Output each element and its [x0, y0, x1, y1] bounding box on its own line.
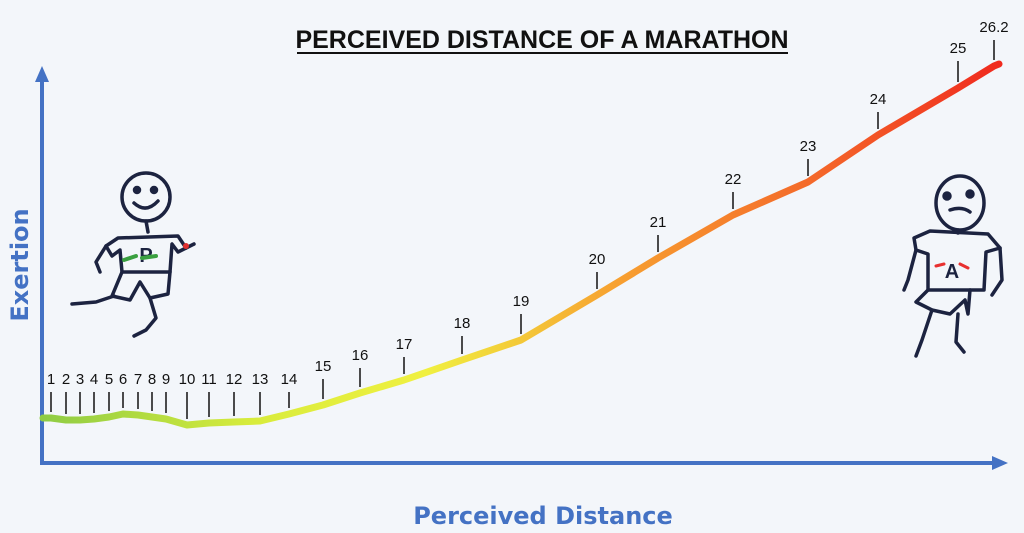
mile-marker-16: 16: [352, 347, 369, 387]
mile-label: 17: [396, 336, 413, 353]
mile-label: 23: [800, 138, 817, 155]
mile-label: 22: [725, 171, 742, 188]
chart-title: PERCEIVED DISTANCE OF A MARATHON: [295, 26, 788, 54]
mile-marker-13: 13: [252, 371, 269, 415]
mile-marker-12: 12: [226, 371, 243, 416]
exhausted-runner-figure: A: [902, 174, 1004, 358]
mile-label: 21: [650, 214, 667, 231]
mile-marker-4: 4: [90, 371, 98, 413]
mile-label: 12: [226, 371, 243, 388]
mile-label: 19: [513, 293, 530, 310]
mile-label: 26.2: [979, 19, 1008, 36]
mile-label: 1: [47, 371, 55, 388]
y-axis-label: Exertion: [6, 208, 34, 321]
mile-marker-7: 7: [134, 371, 142, 409]
mile-label: 4: [90, 371, 98, 388]
mile-label: 6: [119, 371, 127, 388]
mile-label: 11: [201, 371, 217, 388]
mile-marker-15: 15: [315, 358, 332, 399]
mile-marker-2: 2: [62, 371, 70, 414]
mile-label: 13: [252, 371, 269, 388]
mile-marker-22: 22: [725, 171, 742, 209]
x-axis-label: Perceived Distance: [413, 502, 673, 530]
mile-label: 8: [148, 371, 156, 388]
mile-label: 5: [105, 371, 113, 388]
mile-label: 9: [162, 371, 170, 388]
mile-marker-1: 1: [47, 371, 55, 412]
happy-runner-figure: P: [70, 171, 196, 338]
mile-label: 16: [352, 347, 369, 364]
mile-label: 15: [315, 358, 332, 375]
x-axis-arrow-icon: [992, 456, 1008, 470]
exertion-line: [39, 60, 1003, 429]
mile-marker-11: 11: [201, 371, 217, 417]
mile-label: 18: [454, 315, 471, 332]
mile-marker-3: 3: [76, 371, 84, 414]
mile-marker-8: 8: [148, 371, 156, 411]
mile-marker-23: 23: [800, 138, 817, 176]
mile-label: 25: [950, 40, 967, 57]
mile-marker-9: 9: [162, 371, 170, 413]
mile-markers: 1 2 3 4 5 6 7 8 9 10 11 12 13 14151617181920212223242…: [47, 19, 1009, 419]
mile-marker-19: 19: [513, 293, 530, 334]
mile-label: 20: [589, 251, 606, 268]
mile-marker-17: 17: [396, 336, 413, 374]
mile-marker-10: 10: [179, 371, 196, 419]
mile-marker-5: 5: [105, 371, 113, 411]
mile-marker-24: 24: [870, 91, 887, 129]
mile-marker-6: 6: [119, 371, 127, 408]
mile-label: 7: [134, 371, 142, 388]
x-axis: [40, 456, 1008, 470]
mile-marker-26.2: 26.2: [979, 19, 1009, 60]
mile-marker-21: 21: [650, 214, 667, 252]
y-axis: [35, 66, 49, 465]
mile-label: 10: [179, 371, 196, 388]
mile-marker-18: 18: [454, 315, 471, 354]
mile-label: 3: [76, 371, 84, 388]
mile-marker-14: 14: [281, 371, 298, 408]
mile-marker-20: 20: [589, 251, 606, 289]
mile-label: 24: [870, 91, 887, 108]
mile-marker-25: 25: [950, 40, 967, 82]
shirt-letter-a: A: [945, 261, 959, 283]
mile-label: 2: [62, 371, 70, 388]
y-axis-arrow-icon: [35, 66, 49, 82]
mile-label: 14: [281, 371, 298, 388]
